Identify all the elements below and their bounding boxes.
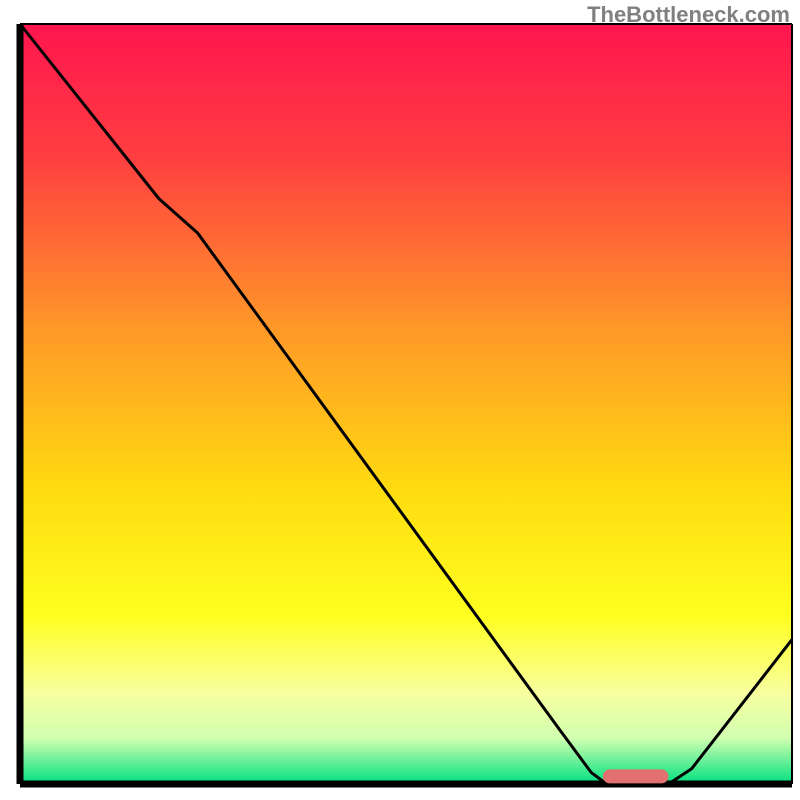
gradient-background — [20, 24, 792, 784]
chart-container: TheBottleneck.com — [0, 0, 800, 800]
watermark-text: TheBottleneck.com — [587, 2, 790, 28]
bottleneck-chart — [0, 0, 800, 800]
optimal-range-marker — [603, 769, 669, 783]
